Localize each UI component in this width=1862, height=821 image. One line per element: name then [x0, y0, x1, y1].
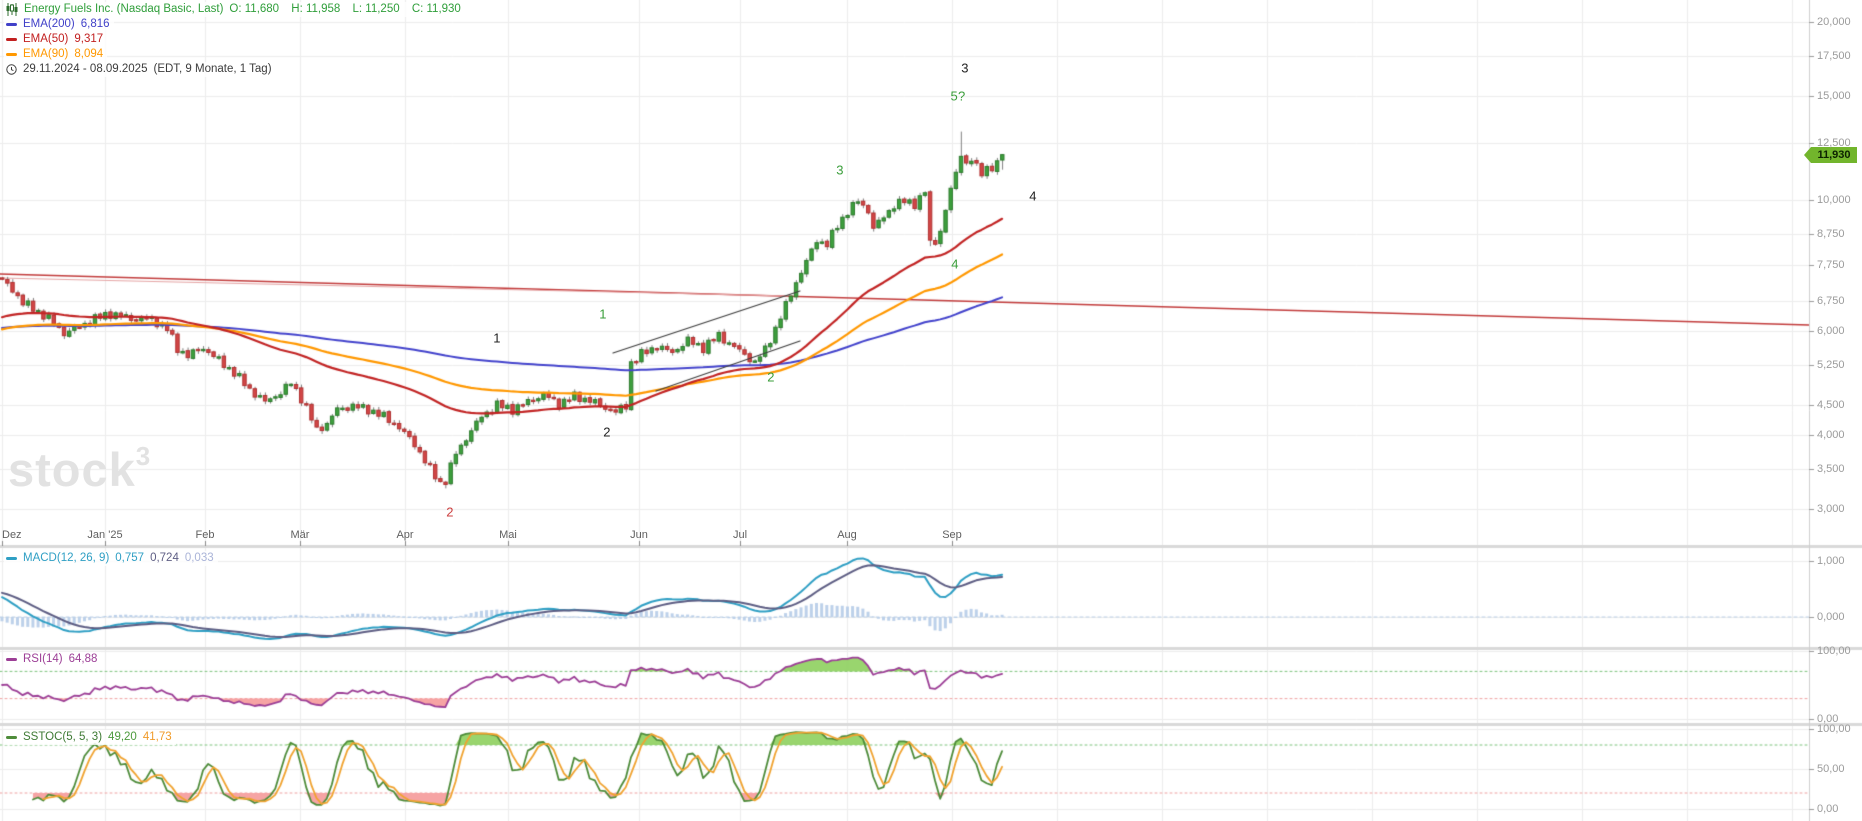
- date-range: 29.11.2024 - 08.09.2025: [23, 63, 148, 75]
- sstoc-axis-label: 0,00: [1817, 803, 1839, 815]
- macd-value-2: 0,724: [150, 552, 179, 564]
- legend-ema50[interactable]: EMA(50) 9,317: [4, 32, 108, 47]
- month-label: Sep: [942, 529, 962, 541]
- month-label: Jun: [630, 529, 648, 541]
- instrument-title: Energy Fuels Inc. (Nasdaq Basic, Last): [24, 3, 224, 15]
- sstoc-axis-label: 100,00: [1817, 723, 1851, 735]
- instrument-header[interactable]: Energy Fuels Inc. (Nasdaq Basic, Last) O…: [4, 2, 474, 17]
- month-label: Mär: [290, 529, 310, 541]
- macd-value-3: 0,033: [184, 552, 214, 564]
- price-axis-label: 3,500: [1817, 463, 1845, 476]
- last-price-tag: 11,930: [1804, 147, 1857, 163]
- main-legend: Energy Fuels Inc. (Nasdaq Basic, Last) O…: [4, 2, 474, 77]
- sstoc-value-2: 41,73: [142, 731, 172, 743]
- date-range-row[interactable]: 29.11.2024 - 08.09.2025 (EDT, 9 Monate, …: [4, 62, 276, 77]
- wave-label-3[interactable]: 3: [961, 60, 969, 76]
- sstoc-axis-label: 50,00: [1817, 763, 1845, 775]
- macd-axis-label: 1,000: [1817, 555, 1845, 567]
- month-label: Feb: [195, 529, 215, 541]
- wave-label-3[interactable]: 3: [836, 162, 844, 178]
- ema50-swatch: [6, 38, 17, 41]
- rsi-legend[interactable]: RSI(14) 64,88: [4, 652, 102, 667]
- open-value: O: 11,680: [229, 3, 280, 15]
- wave-label-1[interactable]: 1: [599, 306, 607, 322]
- price-axis-label: 6,000: [1817, 325, 1845, 338]
- macd-axis-label: 0,000: [1817, 611, 1845, 623]
- price-axis-label: 8,750: [1817, 228, 1845, 241]
- rsi-axis-label: 0,00: [1817, 713, 1839, 725]
- date-range-suffix: (EDT, 9 Monate, 1 Tag): [153, 63, 272, 75]
- ema200-value: 6,816: [80, 18, 110, 30]
- rsi-axis-label: 100,00: [1817, 645, 1851, 657]
- sstoc-legend[interactable]: SSTOC(5, 5, 3) 49,20 41,73: [4, 730, 176, 745]
- price-axis-label: 15,000: [1817, 89, 1851, 102]
- price-axis-label: 17,500: [1817, 50, 1851, 63]
- price-axis-label: 12,500: [1817, 136, 1851, 149]
- ema90-value: 8,094: [74, 48, 104, 60]
- month-label: Mai: [499, 529, 517, 541]
- price-axis-label: 3,000: [1817, 502, 1845, 515]
- ema200-swatch: [6, 23, 17, 26]
- price-axis-label: 5,250: [1817, 359, 1845, 372]
- price-axis-label: 10,000: [1817, 193, 1851, 206]
- macd-legend[interactable]: MACD(12, 26, 9) 0,757 0,724 0,033: [4, 551, 218, 566]
- high-value: H: 11,958: [291, 3, 341, 15]
- sstoc-swatch: [6, 736, 17, 739]
- rsi-label: RSI(14): [23, 653, 63, 665]
- low-value: L: 11,250: [352, 3, 400, 15]
- candlestick-icon: [6, 3, 18, 16]
- macd-label: MACD(12, 26, 9): [23, 552, 110, 564]
- month-label: Jul: [732, 529, 748, 541]
- rsi-swatch: [6, 658, 17, 661]
- stock3-watermark: stock3: [8, 441, 152, 496]
- sstoc-value-1: 49,20: [108, 731, 137, 743]
- wave-label-2[interactable]: 2: [603, 424, 611, 440]
- ema200-label: EMA(200): [23, 18, 75, 30]
- wave-label-4[interactable]: 4: [1029, 188, 1037, 204]
- wave-label-4[interactable]: 4: [951, 256, 959, 272]
- clock-icon: [6, 64, 17, 75]
- month-label: Apr: [396, 529, 414, 541]
- rsi-value: 64,88: [68, 653, 98, 665]
- month-label: Dez: [2, 529, 22, 541]
- ema50-label: EMA(50): [23, 33, 69, 45]
- wave-label-2[interactable]: 2: [767, 369, 775, 385]
- price-axis-label: 4,500: [1817, 398, 1845, 411]
- close-value: C: 11,930: [411, 3, 461, 15]
- ema50-value: 9,317: [74, 33, 104, 45]
- sstoc-label: SSTOC(5, 5, 3): [23, 731, 103, 743]
- price-axis-label: 7,750: [1817, 259, 1845, 272]
- month-label: Aug: [837, 529, 857, 541]
- macd-value-1: 0,757: [115, 552, 145, 564]
- ema90-swatch: [6, 53, 17, 56]
- wave-label-2[interactable]: 2: [446, 504, 454, 520]
- price-axis-label: 6,750: [1817, 294, 1845, 307]
- macd-swatch: [6, 557, 17, 560]
- wave-label-5q[interactable]: 5?: [950, 88, 966, 104]
- legend-ema90[interactable]: EMA(90) 8,094: [4, 47, 108, 62]
- ohlc-values: O: 11,680 H: 11,958 L: 11,250 C: 11,930: [229, 2, 469, 17]
- price-axis-label: 20,000: [1817, 16, 1851, 28]
- wave-label-1[interactable]: 1: [493, 330, 501, 346]
- price-axis-label: 4,000: [1817, 429, 1845, 442]
- ema90-label: EMA(90): [23, 48, 69, 60]
- legend-ema200[interactable]: EMA(200) 6,816: [4, 17, 114, 32]
- month-label: Jan '25: [87, 529, 123, 541]
